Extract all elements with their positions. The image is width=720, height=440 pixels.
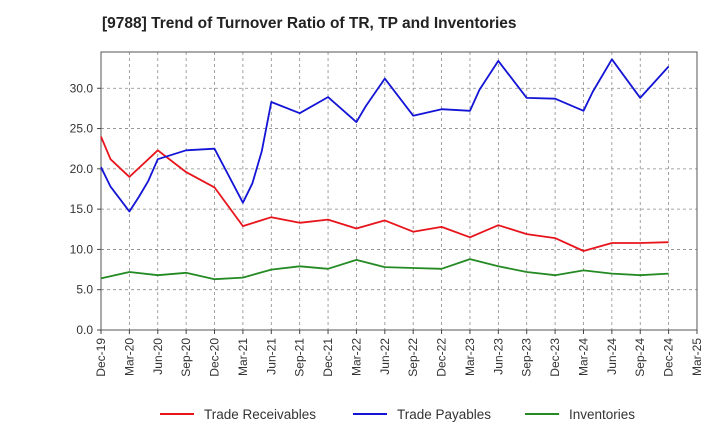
x-tick-label: Mar-21	[236, 338, 250, 376]
x-tick-label: Dec-24	[662, 338, 676, 377]
axis-layer: 0.0 5.0 10.0 15.0 20.0 25.0 30.0 Dec-19 Mar-20 Ju…	[70, 51, 704, 377]
plot-frame	[100, 51, 698, 331]
y-tick-label: 30.0	[70, 81, 94, 95]
x-tick-label: Jun-24	[605, 338, 619, 375]
x-tick-label: Sep-23	[520, 338, 534, 377]
x-tick-label: Sep-21	[293, 338, 307, 377]
y-tick-label: 25.0	[70, 122, 94, 136]
x-tick-label: Sep-20	[179, 338, 193, 377]
y-tick-label: 20.0	[70, 162, 94, 176]
y-tick-label: 0.0	[76, 323, 93, 337]
series-layer	[100, 58, 670, 281]
inventories-line	[100, 258, 669, 281]
x-tick-label: Jun-20	[151, 338, 165, 375]
x-tick-label: Mar-22	[349, 338, 363, 376]
x-tick-label: Dec-19	[94, 338, 108, 377]
x-tick-label: Sep-24	[633, 338, 647, 377]
y-tick-label: 5.0	[76, 283, 93, 297]
x-tick-label: Dec-20	[208, 338, 222, 377]
x-tick-label: Dec-23	[548, 338, 562, 377]
x-tick-label: Mar-25	[690, 338, 704, 376]
y-tick-label: 10.0	[70, 242, 94, 256]
chart-title: [9788] Trend of Turnover Ratio of TR, TP…	[102, 15, 517, 32]
trade-payables-legend-label: Trade Payables	[397, 407, 491, 422]
x-tick-label: Sep-22	[406, 338, 420, 377]
trade-receivables-line	[100, 136, 669, 252]
grid-layer	[101, 52, 697, 331]
inventories-legend-label: Inventories	[569, 407, 635, 422]
legend: Trade Receivables Trade Payables Inventori…	[160, 407, 635, 422]
x-tick-label: Jun-23	[491, 338, 505, 375]
x-tick-label: Dec-22	[435, 338, 449, 377]
x-tick-label: Jun-22	[378, 338, 392, 375]
x-tick-label: Jun-21	[264, 338, 278, 375]
x-tick-label: Mar-20	[122, 338, 136, 376]
y-tick-label: 15.0	[70, 202, 94, 216]
trade-payables-line	[100, 58, 670, 213]
x-tick-label: Dec-21	[321, 338, 335, 377]
x-tick-label: Mar-23	[463, 338, 477, 376]
x-tick-label: Mar-24	[576, 338, 590, 376]
trade-receivables-legend-label: Trade Receivables	[204, 407, 316, 422]
